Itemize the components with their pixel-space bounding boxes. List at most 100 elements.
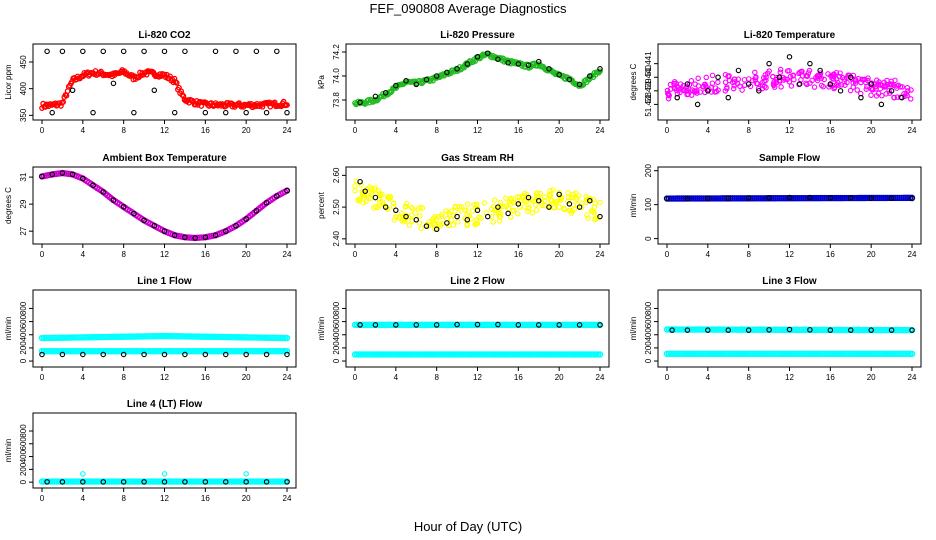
data-point — [179, 92, 186, 98]
data-point — [274, 48, 280, 55]
y-tick-label: 0 — [19, 479, 28, 484]
data-point — [263, 200, 270, 206]
data-point — [766, 327, 772, 333]
data-point — [666, 92, 672, 99]
data-point — [566, 76, 573, 83]
data-point — [458, 204, 465, 210]
x-tick-label: 20 — [242, 250, 251, 259]
data-point — [756, 88, 762, 94]
data-point — [69, 87, 76, 94]
y-tick-label: 200 — [19, 462, 28, 476]
data-point — [161, 471, 168, 477]
data-point — [372, 185, 378, 191]
data-point — [847, 74, 854, 80]
data-point — [80, 471, 86, 477]
x-tick-label: 4 — [706, 373, 711, 382]
data-point — [552, 199, 558, 205]
data-point — [495, 321, 501, 328]
data-point — [680, 87, 687, 94]
data-point — [550, 187, 556, 193]
data-point — [484, 213, 491, 220]
x-tick-label: 0 — [40, 373, 45, 382]
data-point — [90, 109, 96, 116]
data-point — [493, 210, 499, 216]
data-point — [539, 202, 545, 209]
data-point — [59, 170, 66, 176]
data-point — [776, 74, 783, 80]
data-point — [790, 73, 796, 79]
y-tick-label: 74.2 — [332, 44, 341, 60]
data-point — [715, 79, 721, 86]
data-point — [844, 74, 851, 80]
data-point — [807, 327, 813, 333]
x-tick-label: 24 — [283, 373, 292, 382]
data-point — [674, 94, 680, 101]
data-point — [497, 199, 504, 206]
data-point — [753, 74, 759, 80]
x-tick-label: 12 — [160, 494, 169, 503]
y-tick-label: 51.438 — [644, 92, 653, 117]
data-point — [69, 171, 76, 178]
series-1 — [664, 194, 915, 202]
y-tick-label: 31 — [19, 172, 28, 181]
data-point — [49, 171, 55, 178]
data-point — [212, 48, 219, 55]
y-tick-label: 0 — [19, 358, 28, 363]
data-point — [533, 207, 540, 213]
data-point — [786, 194, 793, 201]
data-point — [120, 48, 127, 55]
data-point — [597, 213, 603, 220]
data-point — [766, 68, 772, 74]
data-point — [474, 54, 481, 60]
x-tick-label: 8 — [121, 250, 126, 259]
data-point — [677, 86, 683, 93]
data-point — [417, 213, 423, 219]
x-tick-label: 16 — [201, 250, 210, 259]
y-tick-label: 800 — [19, 424, 28, 438]
data-point — [817, 67, 823, 74]
data-point — [722, 88, 729, 94]
data-point — [766, 60, 772, 67]
data-point — [416, 220, 423, 226]
data-point — [492, 207, 498, 213]
data-point — [556, 322, 562, 328]
data-point — [592, 216, 598, 223]
data-point — [705, 327, 711, 333]
data-point — [684, 83, 690, 90]
data-point — [243, 216, 249, 222]
y-tick-label: 450 — [19, 55, 28, 69]
series-1 — [80, 471, 249, 477]
y-tick-label: 2.40 — [332, 230, 341, 246]
y-axis-label: kPa — [317, 75, 326, 89]
data-point — [141, 217, 147, 224]
x-tick-label: 4 — [706, 126, 711, 135]
data-point — [878, 101, 885, 108]
y-tick-label: 800 — [19, 301, 28, 315]
data-point — [408, 204, 415, 211]
data-point — [725, 94, 731, 101]
data-point — [372, 194, 379, 201]
data-point — [406, 222, 413, 228]
series-1 — [39, 170, 290, 241]
data-point — [233, 223, 239, 229]
data-point — [838, 82, 845, 88]
data-point — [709, 80, 716, 86]
series-0 — [663, 326, 916, 334]
data-point — [780, 74, 786, 81]
x-tick-label: 16 — [514, 373, 523, 382]
data-point — [223, 109, 229, 116]
panel-5: Sample Flow 0 4 8 12 16 20 24 0 100 200 ml/min — [629, 153, 922, 259]
data-point — [367, 195, 374, 202]
data-point — [518, 197, 525, 204]
data-point — [495, 204, 501, 210]
x-tick-label: 0 — [665, 250, 670, 259]
x-tick-label: 12 — [785, 250, 794, 259]
data-point — [464, 217, 471, 223]
x-tick-label: 20 — [555, 126, 564, 135]
data-point — [464, 61, 471, 67]
y-tick-label: 600 — [19, 314, 28, 328]
x-tick-label: 24 — [283, 250, 292, 259]
y-tick-label: 0 — [644, 358, 653, 363]
data-point — [725, 195, 731, 201]
